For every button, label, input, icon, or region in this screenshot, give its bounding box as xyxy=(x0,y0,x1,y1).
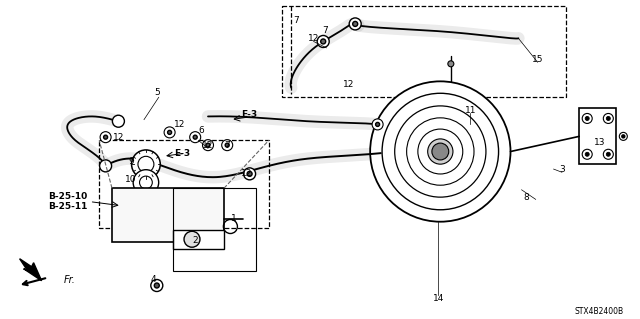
Text: 3: 3 xyxy=(559,165,564,174)
Text: 11: 11 xyxy=(465,106,476,115)
Text: 12: 12 xyxy=(308,34,319,43)
Text: 14: 14 xyxy=(433,294,444,303)
Text: 8: 8 xyxy=(524,193,529,202)
Text: 7: 7 xyxy=(293,16,298,25)
Circle shape xyxy=(133,170,159,195)
Bar xyxy=(579,108,616,164)
Polygon shape xyxy=(20,259,42,281)
Text: 5: 5 xyxy=(154,88,159,97)
Circle shape xyxy=(353,21,358,26)
Circle shape xyxy=(104,135,108,139)
Circle shape xyxy=(100,160,111,172)
Circle shape xyxy=(317,35,329,48)
Text: 9: 9 xyxy=(129,157,134,166)
Text: 4: 4 xyxy=(151,275,156,284)
Bar xyxy=(173,230,224,249)
Bar xyxy=(99,140,269,228)
Circle shape xyxy=(193,135,197,139)
Text: 10: 10 xyxy=(125,175,137,184)
Circle shape xyxy=(582,149,592,159)
Text: 12: 12 xyxy=(113,133,124,142)
Circle shape xyxy=(321,39,326,44)
Bar xyxy=(112,188,224,242)
Circle shape xyxy=(585,152,589,156)
Circle shape xyxy=(168,130,172,134)
Circle shape xyxy=(376,122,380,126)
Circle shape xyxy=(349,18,361,30)
Text: 15: 15 xyxy=(532,55,543,63)
Bar xyxy=(282,6,566,97)
Circle shape xyxy=(138,156,154,172)
Circle shape xyxy=(154,283,159,288)
Text: E-3: E-3 xyxy=(241,110,258,119)
Text: 7: 7 xyxy=(225,141,230,150)
Text: 7: 7 xyxy=(323,26,328,35)
Circle shape xyxy=(585,116,589,121)
Text: 12: 12 xyxy=(343,80,355,89)
Circle shape xyxy=(100,132,111,143)
Text: 6: 6 xyxy=(199,126,204,135)
Text: E-3: E-3 xyxy=(174,149,191,158)
Circle shape xyxy=(606,152,611,156)
Text: B-25-10: B-25-10 xyxy=(48,192,87,201)
Circle shape xyxy=(448,61,454,67)
Circle shape xyxy=(432,143,449,160)
Circle shape xyxy=(132,150,160,179)
Circle shape xyxy=(582,114,592,123)
Text: 12: 12 xyxy=(202,141,214,150)
Circle shape xyxy=(604,149,613,159)
Text: 13: 13 xyxy=(594,138,605,147)
Circle shape xyxy=(622,135,625,138)
Circle shape xyxy=(140,176,152,189)
Text: 12: 12 xyxy=(241,169,252,178)
Circle shape xyxy=(244,168,255,180)
Text: 2: 2 xyxy=(193,236,198,245)
Text: 1: 1 xyxy=(231,214,236,223)
Text: B-25-11: B-25-11 xyxy=(48,202,88,211)
Circle shape xyxy=(164,127,175,138)
Circle shape xyxy=(428,139,453,164)
Circle shape xyxy=(221,140,233,151)
Circle shape xyxy=(620,132,627,140)
Circle shape xyxy=(370,81,511,222)
Circle shape xyxy=(113,115,124,127)
Bar xyxy=(173,188,256,271)
Circle shape xyxy=(151,279,163,292)
Circle shape xyxy=(604,114,613,123)
Circle shape xyxy=(372,119,383,130)
Circle shape xyxy=(184,231,200,247)
Text: Fr.: Fr. xyxy=(64,275,76,285)
Circle shape xyxy=(202,140,214,151)
Text: 12: 12 xyxy=(173,120,185,129)
Circle shape xyxy=(247,171,252,176)
Circle shape xyxy=(606,116,611,121)
Circle shape xyxy=(206,143,210,147)
Circle shape xyxy=(189,132,201,143)
Circle shape xyxy=(225,143,229,147)
Text: STX4B2400B: STX4B2400B xyxy=(575,307,624,315)
